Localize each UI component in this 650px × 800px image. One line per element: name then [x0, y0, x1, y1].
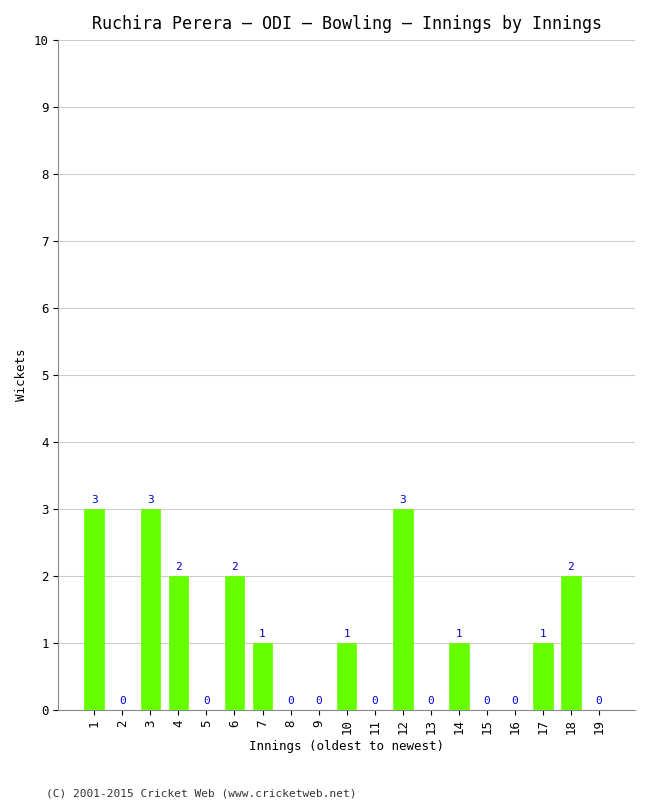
Text: 0: 0: [595, 696, 603, 706]
Text: 3: 3: [91, 495, 98, 506]
Text: 1: 1: [540, 630, 546, 639]
Bar: [225, 576, 244, 710]
Text: 1: 1: [456, 630, 462, 639]
Bar: [140, 509, 160, 710]
Text: 1: 1: [259, 630, 266, 639]
X-axis label: Innings (oldest to newest): Innings (oldest to newest): [249, 740, 444, 753]
Text: 0: 0: [287, 696, 294, 706]
Bar: [168, 576, 188, 710]
Text: 2: 2: [231, 562, 238, 573]
Text: 3: 3: [147, 495, 154, 506]
Text: 0: 0: [203, 696, 210, 706]
Text: 0: 0: [371, 696, 378, 706]
Text: 1: 1: [343, 630, 350, 639]
Title: Ruchira Perera – ODI – Bowling – Innings by Innings: Ruchira Perera – ODI – Bowling – Innings…: [92, 15, 602, 33]
Text: 3: 3: [399, 495, 406, 506]
Text: 2: 2: [567, 562, 575, 573]
Text: 0: 0: [512, 696, 518, 706]
Text: 2: 2: [175, 562, 182, 573]
Text: 0: 0: [315, 696, 322, 706]
Bar: [393, 509, 413, 710]
Bar: [533, 642, 552, 710]
Bar: [561, 576, 580, 710]
Text: 0: 0: [428, 696, 434, 706]
Bar: [253, 642, 272, 710]
Y-axis label: Wickets: Wickets: [15, 349, 28, 401]
Bar: [449, 642, 469, 710]
Bar: [337, 642, 356, 710]
Text: 0: 0: [484, 696, 490, 706]
Text: 0: 0: [119, 696, 125, 706]
Text: (C) 2001-2015 Cricket Web (www.cricketweb.net): (C) 2001-2015 Cricket Web (www.cricketwe…: [46, 788, 356, 798]
Bar: [84, 509, 104, 710]
